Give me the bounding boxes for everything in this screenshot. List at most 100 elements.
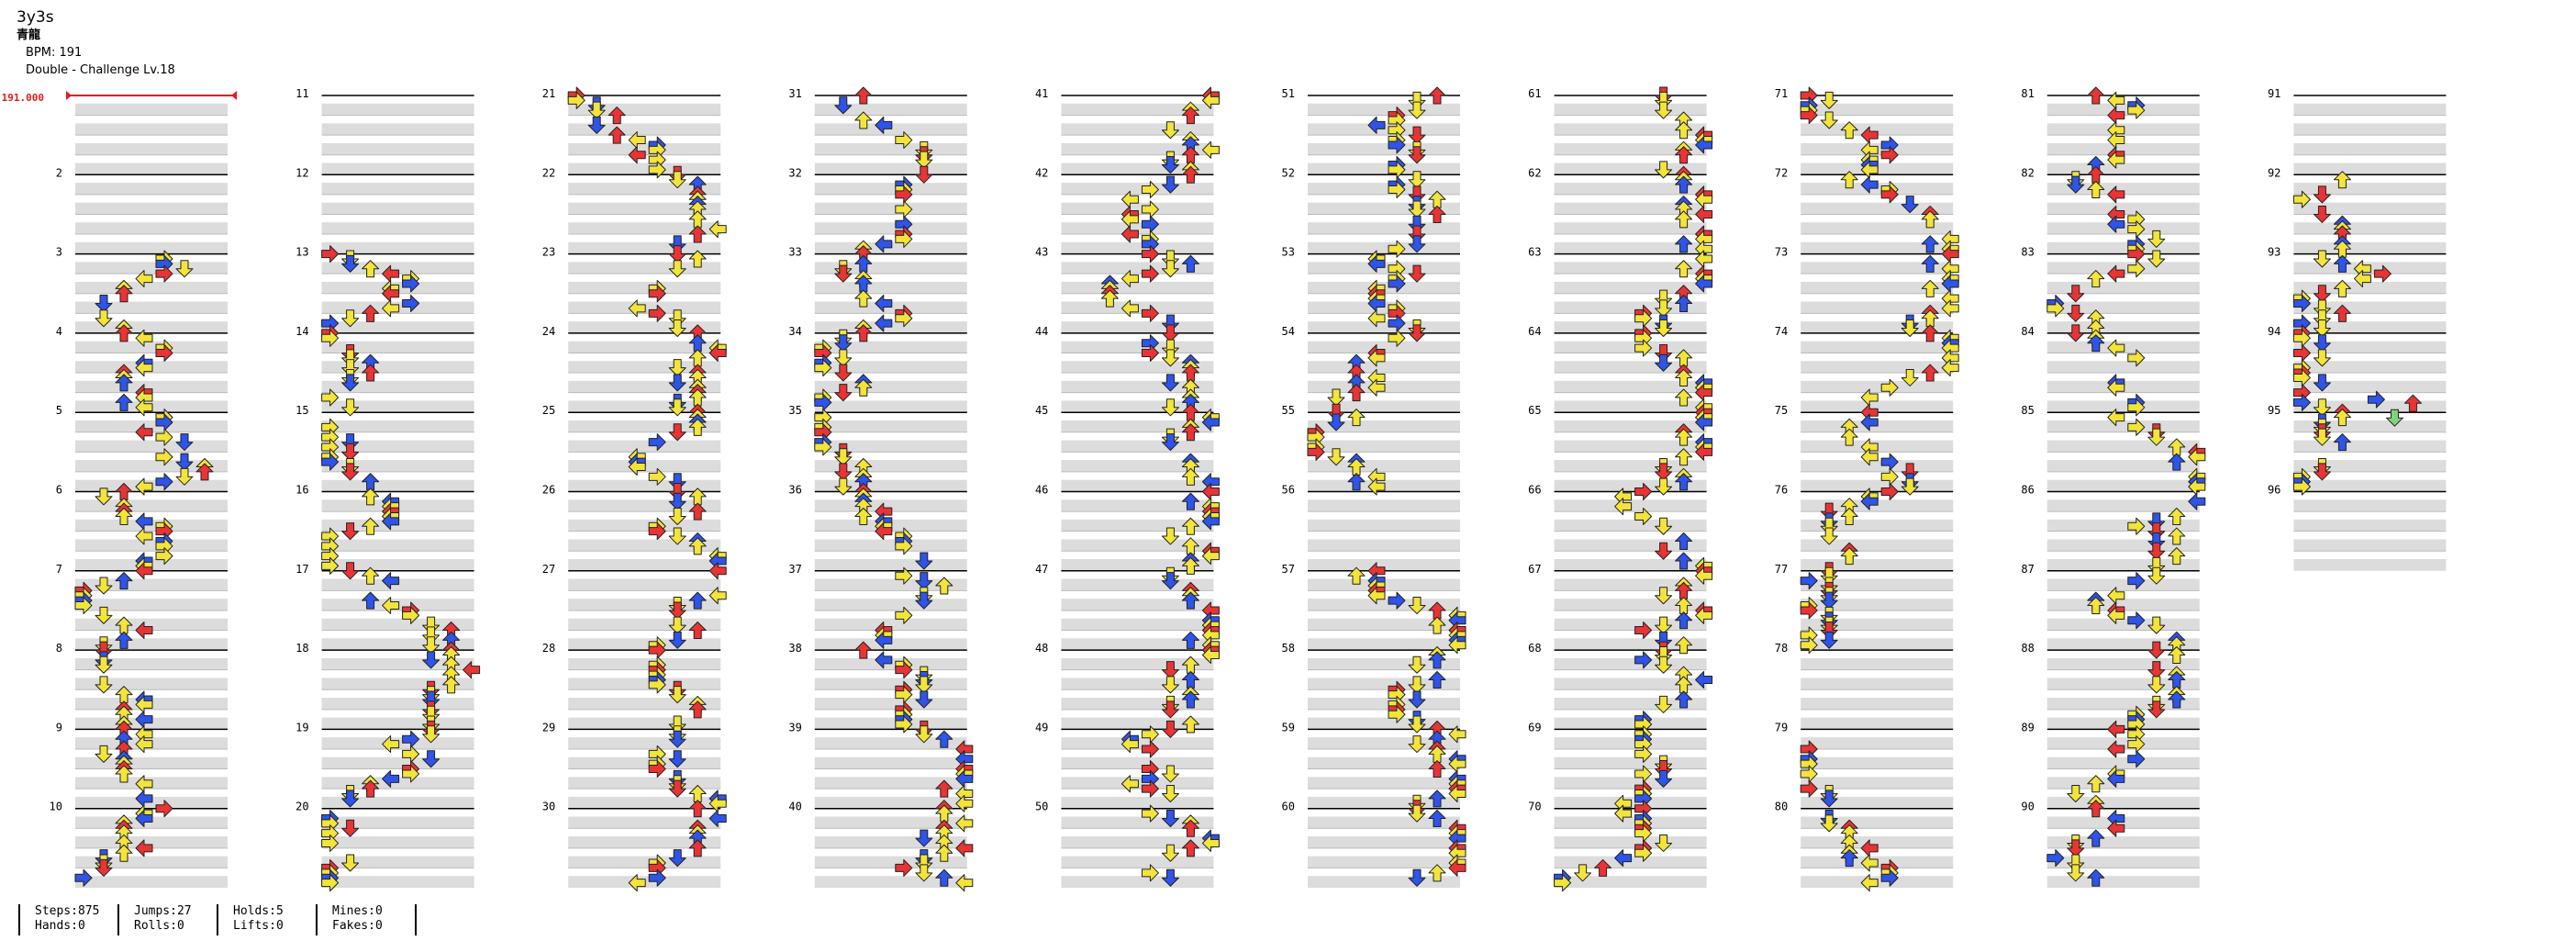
measure-number: 52 — [1282, 166, 1295, 179]
measure-number: 57 — [1282, 563, 1295, 576]
beat-stripe — [1308, 559, 1460, 571]
beat-stripe — [568, 578, 721, 591]
beat-stripe — [1308, 618, 1460, 631]
measure-number: 72 — [1775, 166, 1788, 179]
beat-stripe — [321, 717, 474, 730]
beat-stripe — [1554, 559, 1707, 571]
beat-stripe — [2046, 756, 2200, 769]
beat-stripe — [321, 103, 474, 116]
beat-stripe — [1801, 756, 1954, 769]
measure-number: 28 — [542, 642, 555, 655]
measure: 96 — [2268, 484, 2447, 571]
beat-stripe — [2046, 281, 2200, 294]
beat-stripe — [1801, 657, 1954, 670]
song-title: 3y3s — [17, 8, 54, 27]
measure-number: 27 — [542, 563, 555, 576]
beat-stripe — [321, 756, 474, 769]
measure: 84 — [2021, 325, 2200, 413]
beat-stripe — [75, 836, 228, 848]
beat-stripe — [1308, 816, 1460, 829]
beat-stripe — [321, 876, 474, 888]
bpm-marker-text: 191.000 — [2, 92, 44, 104]
beat-stripe — [2046, 578, 2200, 591]
measure-number: 6 — [56, 484, 62, 497]
beat-stripe — [1061, 321, 1214, 333]
measure: 66 — [1528, 484, 1707, 571]
arrow-up-icon — [2087, 86, 2105, 105]
beat-stripe — [2293, 123, 2447, 136]
beat-stripe — [1061, 856, 1214, 868]
beat-stripe — [1801, 281, 1954, 294]
measure-number: 65 — [1528, 404, 1541, 417]
measure-number: 84 — [2021, 325, 2034, 338]
beat-stripe — [1801, 618, 1954, 631]
beat-stripe — [321, 559, 474, 571]
beat-stripe — [1554, 599, 1707, 611]
measure: 13 — [296, 246, 474, 333]
beat-stripe — [2046, 460, 2200, 472]
measure: 12 — [296, 166, 474, 254]
beat-stripe — [1554, 341, 1707, 353]
beat-stripe — [1061, 241, 1214, 254]
beat-stripe — [1061, 519, 1214, 532]
step-chart: 191.000 23456789101112131415161718192021… — [2, 86, 2447, 892]
beat-stripe — [1554, 777, 1707, 790]
beat-stripe — [1801, 796, 1954, 809]
measure-number: 81 — [2021, 87, 2034, 100]
beat-stripe — [321, 420, 474, 432]
measure: 54 — [1282, 325, 1460, 413]
beat-stripe — [1801, 717, 1954, 730]
beat-stripe — [321, 241, 474, 254]
beat-stripe — [1554, 737, 1707, 749]
beat-stripe — [2293, 321, 2447, 333]
beat-stripe — [1308, 460, 1460, 472]
beat-stripe — [568, 519, 721, 532]
measure: 2 — [56, 166, 228, 254]
measure: 38 — [788, 642, 967, 730]
measure-number: 87 — [2021, 563, 2034, 576]
beat-stripe — [568, 539, 721, 552]
measure-number: 53 — [1282, 246, 1295, 259]
beat-stripe — [1308, 341, 1460, 353]
beat-stripe — [1061, 756, 1214, 769]
beat-stripe — [1061, 281, 1214, 294]
beat-stripe — [1061, 638, 1214, 651]
beat-stripe — [568, 281, 721, 294]
measure-number: 20 — [296, 801, 308, 813]
measure-number: 93 — [2268, 246, 2280, 259]
beat-stripe — [568, 123, 721, 136]
beat-stripe — [1308, 222, 1460, 235]
beat-stripe — [2046, 183, 2200, 195]
beat-stripe — [1554, 678, 1707, 690]
beat-stripe — [814, 559, 967, 571]
measure-number: 8 — [56, 642, 62, 655]
measure-number: 34 — [788, 325, 801, 338]
measure: 15 — [296, 404, 474, 492]
beat-stripe — [1308, 499, 1460, 512]
steps-count: Steps:875 — [35, 904, 100, 918]
beat-stripe — [2293, 222, 2447, 235]
measure-number: 70 — [1528, 801, 1541, 813]
beat-stripe — [814, 162, 967, 175]
beat-stripe — [75, 123, 228, 136]
measure: 20 — [296, 801, 474, 888]
fakes-count: Fakes:0 — [332, 919, 383, 933]
beat-stripe — [814, 479, 967, 492]
measure-number: 51 — [1282, 87, 1295, 100]
beat-stripe — [321, 698, 474, 710]
beat-stripe — [2293, 241, 2447, 254]
beat-stripe — [75, 657, 228, 670]
measure: 56 — [1282, 484, 1460, 571]
measure-number: 71 — [1775, 87, 1788, 100]
beat-stripe — [75, 321, 228, 333]
beat-stripe — [2046, 499, 2200, 512]
stat-group-holds: Holds:5 Lifts:0 — [217, 904, 284, 935]
beat-stripe — [1801, 599, 1954, 611]
beat-stripe — [568, 678, 721, 690]
beat-stripe — [1308, 440, 1460, 453]
beat-stripe — [75, 341, 228, 353]
beat-stripe — [814, 420, 967, 432]
beat-stripe — [321, 341, 474, 353]
beat-stripe — [2046, 241, 2200, 254]
measure-number: 63 — [1528, 246, 1541, 259]
